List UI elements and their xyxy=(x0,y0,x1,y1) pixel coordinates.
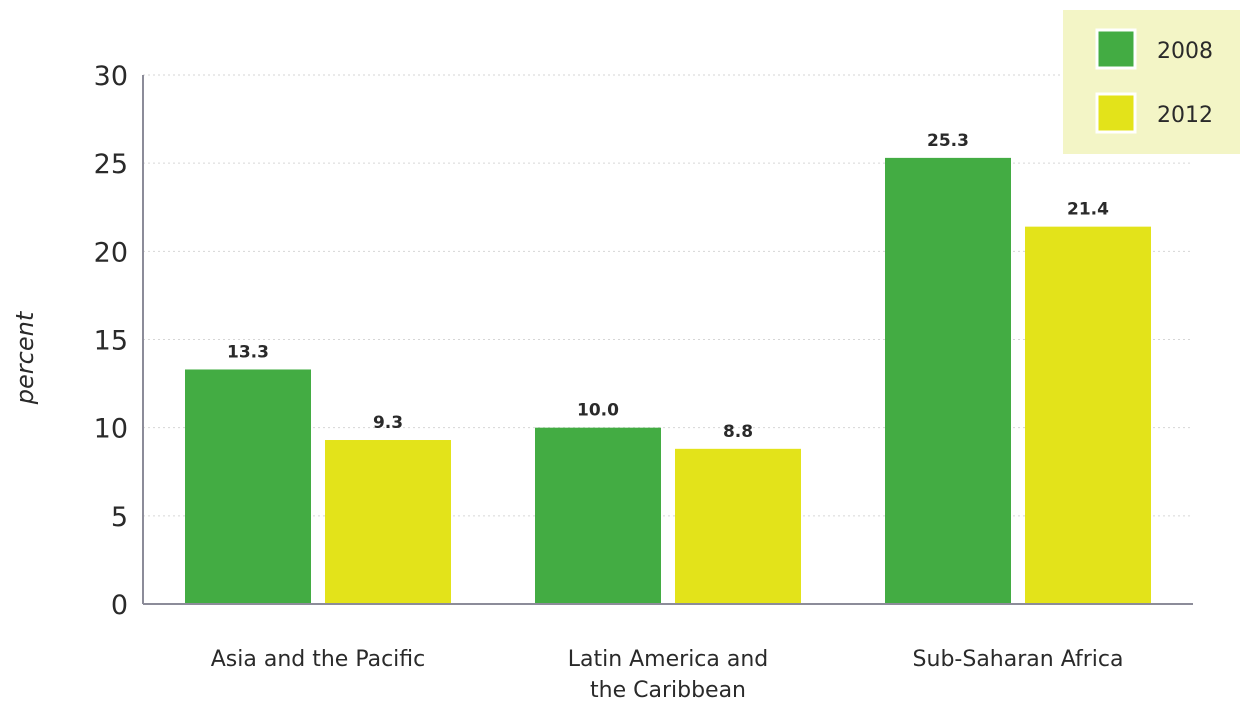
y-tick-label: 15 xyxy=(94,326,128,357)
legend-swatch-2012 xyxy=(1095,92,1137,134)
data-label: 8.8 xyxy=(723,422,753,442)
data-label: 13.3 xyxy=(227,342,269,362)
axes xyxy=(142,75,1193,605)
data-label: 21.4 xyxy=(1067,200,1109,220)
bar-2008-2 xyxy=(885,157,1011,605)
legend-label: 2008 xyxy=(1157,39,1213,64)
data-label: 25.3 xyxy=(927,131,969,151)
x-category-label: Asia and the Pacific xyxy=(211,647,426,672)
y-axis-label: percent xyxy=(11,310,39,405)
legend-background xyxy=(1063,10,1240,154)
bar-2012-0 xyxy=(325,440,451,604)
legend-label: 2012 xyxy=(1157,103,1213,128)
y-tick-label: 10 xyxy=(94,414,128,445)
y-tick-label: 5 xyxy=(111,502,128,533)
labels: 0 5 10 15 20 25 30 13.3 10.0 25.3 9.3 8.8 21.4 Asia a… xyxy=(94,61,1124,703)
legend-swatch-2008 xyxy=(1095,28,1137,70)
data-label: 10.0 xyxy=(577,401,619,421)
bar-2008-0 xyxy=(185,369,311,604)
x-category-label: Latin America and xyxy=(568,647,769,672)
y-tick-label: 0 xyxy=(111,590,128,621)
bar-2008-1 xyxy=(535,427,661,604)
bar-2012-2 xyxy=(1025,226,1151,604)
data-label: 9.3 xyxy=(373,413,403,433)
legend: 2008 2012 xyxy=(1063,10,1240,154)
y-tick-label: 20 xyxy=(94,237,128,268)
y-tick-label: 30 xyxy=(94,61,128,92)
y-tick-label: 25 xyxy=(94,149,128,180)
gridlines xyxy=(143,74,1193,517)
bars xyxy=(185,157,1151,605)
bar-2012-1 xyxy=(675,448,801,604)
x-category-label: the Caribbean xyxy=(590,678,746,703)
x-category-label: Sub-Saharan Africa xyxy=(913,647,1124,672)
